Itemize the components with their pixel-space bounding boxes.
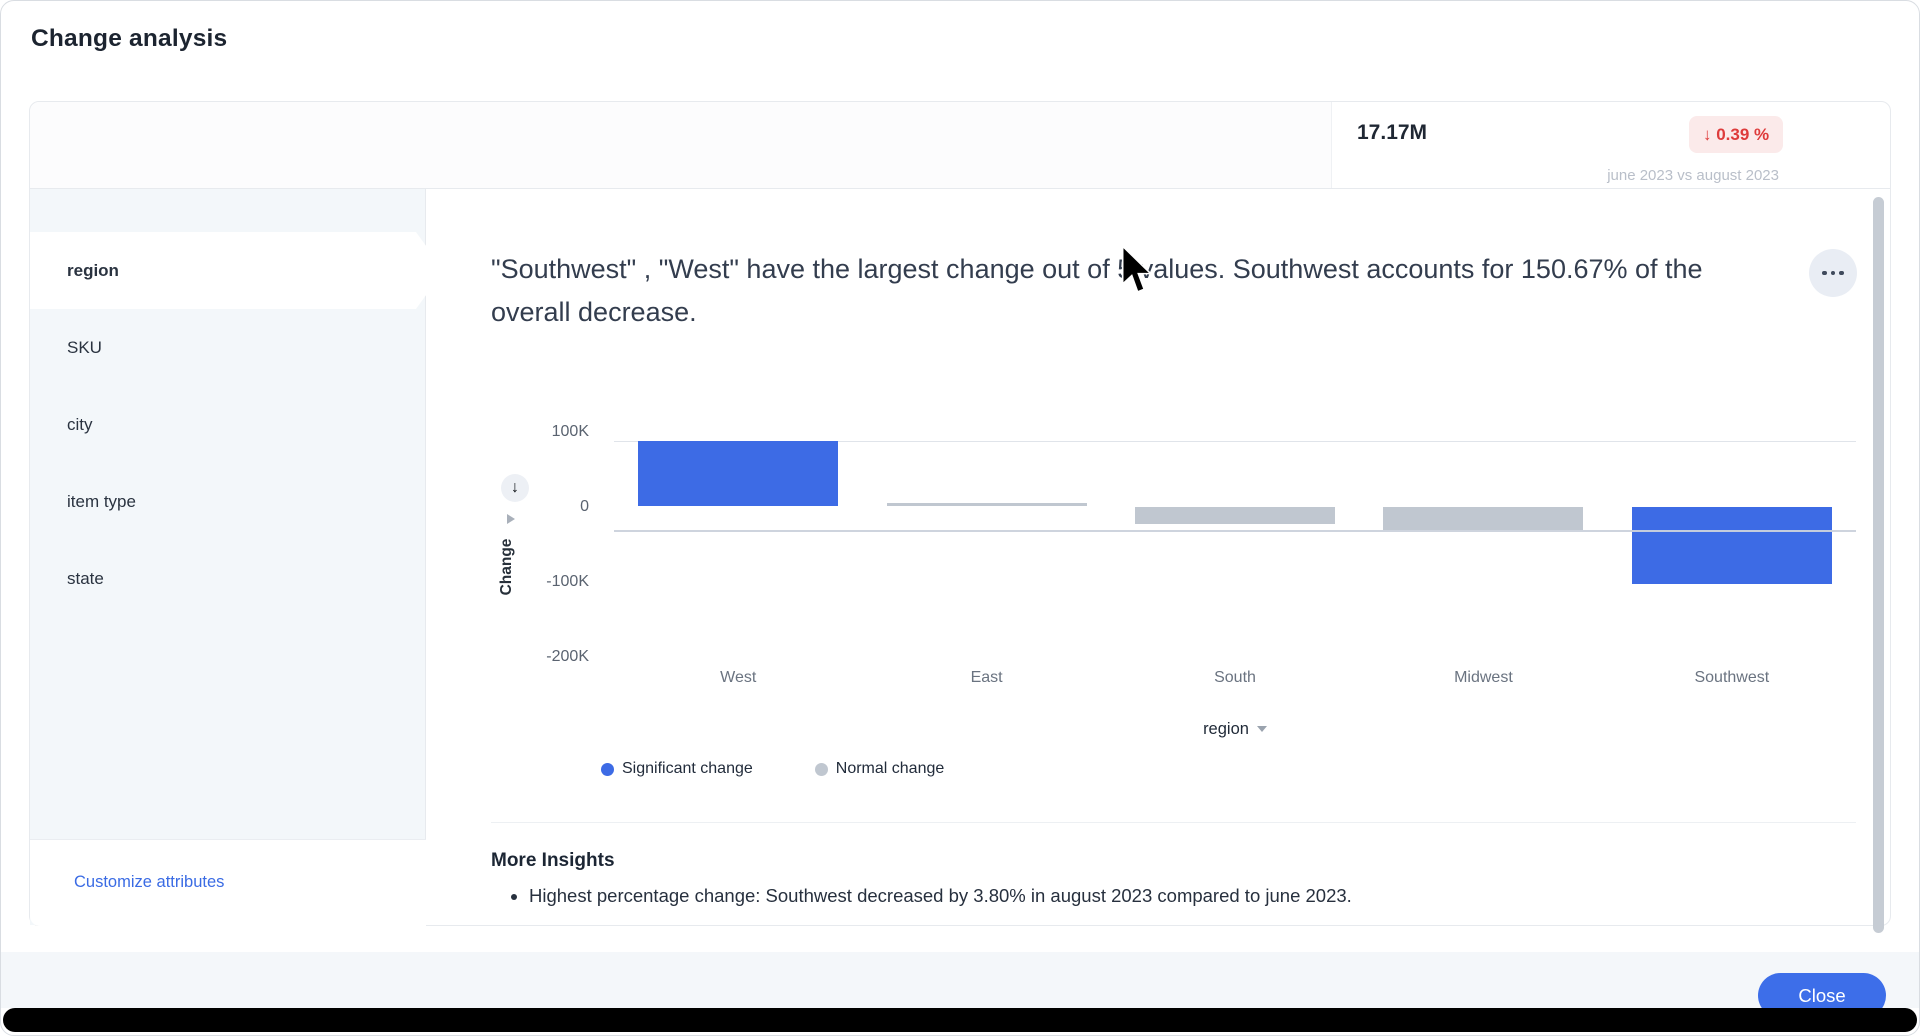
chevron-down-icon	[1256, 726, 1267, 732]
bar-West[interactable]	[638, 441, 838, 506]
x-axis-attribute-dropdown[interactable]: region	[1135, 720, 1335, 739]
sidebar-item-city[interactable]: city	[67, 415, 93, 434]
bar-Midwest[interactable]	[1383, 507, 1583, 530]
bar-plot-area	[614, 421, 1856, 683]
category-label-Midwest: Midwest	[1454, 669, 1513, 686]
header-metric-row[interactable]	[30, 102, 1332, 188]
dialog-footer	[1, 952, 1919, 1008]
change-badge: ↓ 0.39 %	[1689, 116, 1784, 153]
gridline-100k	[614, 441, 1856, 442]
more-insights-list: Highest percentage change: Southwest dec…	[506, 882, 1849, 909]
attribute-sidebar	[30, 189, 426, 925]
customize-attributes-link[interactable]: Customize attributes	[74, 873, 225, 891]
more-insights-heading: More Insights	[491, 850, 615, 871]
category-label-Southwest: Southwest	[1694, 669, 1770, 686]
insight-text: "Southwest" , "West" have the largest ch…	[491, 254, 1703, 327]
header-divider	[30, 188, 1890, 189]
category-label-South: South	[1214, 669, 1256, 686]
y-tick-label: 100K	[551, 423, 589, 440]
y-axis-title: Change	[498, 538, 515, 596]
x-axis-category-labels: West East South Midwest Southwest	[614, 669, 1856, 687]
ellipsis-icon	[1822, 270, 1827, 276]
category-label-West: West	[720, 669, 757, 686]
legend-dot-icon	[814, 762, 828, 776]
legend-label: Significant change	[622, 760, 753, 777]
bar-South[interactable]	[1135, 507, 1335, 524]
scrollbar-thumb[interactable]	[1873, 197, 1884, 933]
page-title: Change analysis	[31, 25, 228, 52]
sidebar-item-state[interactable]: state	[67, 569, 104, 588]
y-tick-label: -100K	[546, 573, 589, 590]
sidebar-item-SKU[interactable]: SKU	[67, 338, 102, 357]
axis-expander-icon[interactable]	[507, 514, 515, 524]
category-label-East: East	[970, 669, 1003, 686]
sidebar-item-region[interactable]: region	[30, 232, 444, 309]
sidebar-item-item-type[interactable]: item type	[67, 492, 136, 511]
legend-label: Normal change	[835, 760, 945, 777]
insight-bullet: Highest percentage change: Southwest dec…	[529, 882, 1849, 909]
legend-item-normal-change[interactable]: Normal change	[814, 760, 945, 778]
mouse-cursor	[1121, 245, 1153, 293]
sort-descending-button[interactable]: ↓	[501, 474, 529, 502]
bar-Southwest[interactable]	[1632, 507, 1832, 584]
bottom-black-bar	[3, 1008, 1917, 1032]
y-tick-label: 0	[580, 498, 589, 515]
kpi-total-value: 17.17M	[1357, 121, 1428, 144]
legend-item-significant-change[interactable]: Significant change	[601, 760, 753, 778]
sidebar-footer	[30, 839, 426, 926]
legend-dot-icon	[601, 762, 614, 776]
comparison-period-label: june 2023 vs august 2023	[1607, 167, 1779, 184]
x-axis-line	[614, 530, 1856, 532]
section-divider	[491, 822, 1856, 823]
y-tick-label: -200K	[546, 648, 589, 665]
more-options-button[interactable]	[1809, 249, 1857, 297]
bar-East[interactable]	[887, 503, 1087, 506]
chart-legend: Significant change Normal change	[601, 760, 944, 778]
